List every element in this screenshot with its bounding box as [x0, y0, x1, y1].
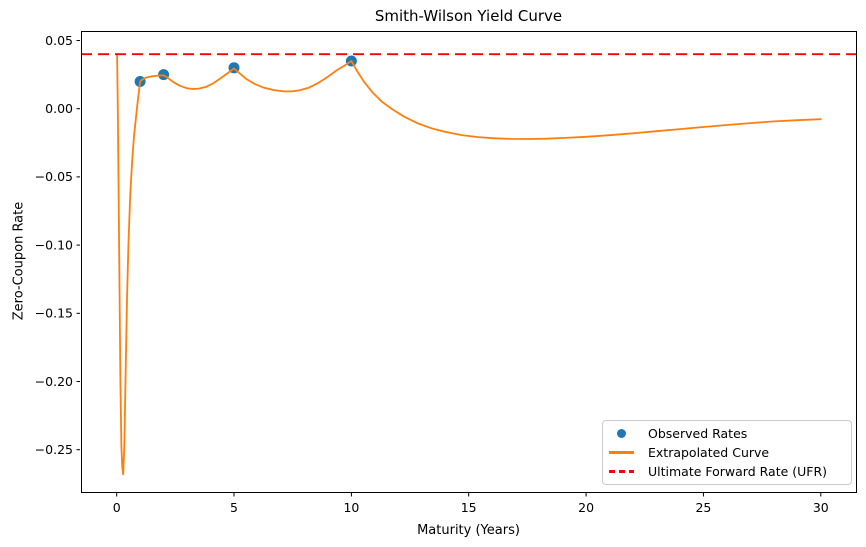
legend-item-extrapolated-curve: Extrapolated Curve [608, 443, 845, 462]
solid-line-icon [609, 451, 634, 454]
x-tick-label: 20 [578, 500, 594, 515]
legend-label: Ultimate Forward Rate (UFR) [648, 464, 828, 479]
y-tick-label: −0.20 [35, 374, 73, 389]
curve-line [116, 53, 822, 476]
y-axis-label: Zero-Coupon Rate [11, 201, 27, 321]
legend: Observed Rates Extrapolated Curve Ultima… [602, 420, 852, 485]
x-tick-label: 5 [230, 500, 238, 515]
x-tick-label: 15 [461, 500, 477, 515]
y-tick-label: −0.10 [35, 237, 73, 252]
y-tick-label: −0.15 [35, 306, 73, 321]
axes-spines [81, 31, 857, 493]
x-axis-label: Maturity (Years) [417, 523, 520, 538]
legend-item-observed-rates: Observed Rates [608, 424, 845, 443]
dashed-line-icon [609, 470, 634, 473]
legend-label: Observed Rates [648, 426, 748, 441]
x-tick-label: 30 [813, 500, 829, 515]
x-tick-label: 25 [695, 500, 711, 515]
legend-label: Extrapolated Curve [648, 445, 770, 460]
y-tick-label: −0.05 [35, 169, 73, 184]
x-tick-label: 0 [113, 500, 121, 515]
chart-title: Smith-Wilson Yield Curve [374, 7, 563, 25]
y-tick-label: 0.00 [45, 101, 73, 116]
scatter-marker-icon [617, 429, 626, 438]
y-tick-label: −0.25 [35, 442, 73, 457]
x-tick-label: 10 [343, 500, 359, 515]
y-tick-label: 0.05 [45, 33, 73, 48]
legend-item-ufr: Ultimate Forward Rate (UFR) [608, 462, 845, 481]
